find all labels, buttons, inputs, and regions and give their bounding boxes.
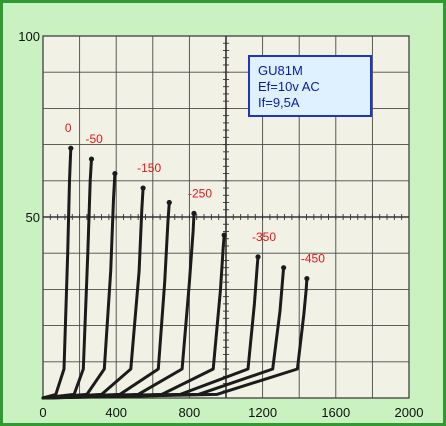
x-tick-label: 1200 [248,405,277,420]
anode-characteristics-chart: 0 -50 -150 -250 -350 -450 0 400 800 1200 1600 2000… [18,29,423,420]
legend-line: If=9,5A [258,95,300,110]
curve-endpoint [88,156,95,162]
curve-label-group: 0 -50 -150 -250 -350 -450 [65,121,325,265]
x-tick-label: 400 [105,405,127,420]
curve-label: -350 [252,230,276,244]
curve-endpoint [281,265,287,271]
curve-label: -250 [188,186,212,200]
curve-label: -150 [137,161,161,175]
curve-endpoint [68,145,74,151]
curve-label: -50 [85,132,103,146]
curve-group [41,145,310,400]
legend-line: GU81M [258,63,303,78]
curve-endpoint [112,170,118,177]
curve-label: 0 [65,121,72,135]
curve-endpoint [166,199,172,206]
curve-endpoint [140,185,146,191]
x-tick-label: 800 [179,405,201,420]
x-tick-label: 0 [39,405,46,420]
curve-endpoint [255,254,261,260]
x-tick-label: 2000 [395,405,424,420]
curve-minus450 [41,277,309,400]
curve-endpoint [191,210,197,216]
curve-endpoint [304,275,310,282]
curve-endpoint [221,232,227,238]
curve-label: -450 [301,252,325,266]
y-tick-label: 50 [26,210,40,225]
curve-0 [41,146,73,400]
legend-frame [248,55,372,117]
x-tick-label: 1600 [321,405,350,420]
y-tick-label: 100 [18,29,40,44]
legend-line: Ef=10v AC [258,79,320,94]
tick-label-group: 0 400 800 1200 1600 2000 100 50 [18,29,423,420]
